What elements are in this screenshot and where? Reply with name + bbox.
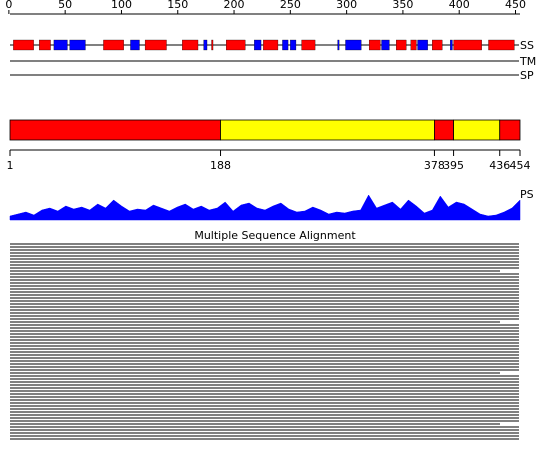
ss-segment: [301, 39, 316, 51]
ss-segment: [182, 39, 199, 51]
ss-segment: [13, 39, 34, 51]
scale-tick-label: 100: [111, 0, 132, 11]
ss-segment: [130, 39, 140, 51]
domain-boundary-label: 395: [443, 159, 464, 172]
domain: [220, 119, 435, 141]
domain-boundary-label: 1: [7, 159, 14, 172]
ss-segment: [290, 39, 297, 51]
ss-segment: [396, 39, 407, 51]
ps-label: PS: [520, 188, 534, 201]
ss-segment: [69, 39, 86, 51]
domain-boundary-label: 378: [424, 159, 445, 172]
msa-title: Multiple Sequence Alignment: [194, 229, 356, 242]
scale-tick-label: 200: [224, 0, 245, 11]
scale-tick-label: 250: [280, 0, 301, 11]
scale-tick-label: 50: [58, 0, 72, 11]
domain-boundary-label: 188: [210, 159, 231, 172]
domain: [9, 119, 221, 141]
scale-tick-label: 300: [336, 0, 357, 11]
ss-segment: [453, 39, 482, 51]
ss-segment: [53, 39, 68, 51]
domain-boundary-label: 454: [510, 159, 531, 172]
scale-tick-label: 400: [449, 0, 470, 11]
tm-label: TM: [519, 55, 536, 68]
ss-segment: [282, 39, 289, 51]
ss-segment: [103, 39, 124, 51]
domain: [499, 119, 521, 141]
ss-segment: [254, 39, 262, 51]
ss-segment: [39, 39, 51, 51]
ss-segment: [226, 39, 246, 51]
domain: [434, 119, 454, 141]
ss-segment: [144, 39, 167, 51]
scale-tick-label: 0: [5, 0, 12, 11]
ss-segment: [345, 39, 362, 51]
ss-label: SS: [520, 39, 534, 52]
domain-boundary-label: 436: [489, 159, 510, 172]
ss-segment: [211, 39, 214, 51]
ss-segment: [337, 39, 340, 51]
ss-segment: [417, 39, 428, 51]
ss-segment: [450, 39, 453, 51]
sp-label: SP: [520, 69, 534, 82]
ss-segment: [488, 39, 515, 51]
domain: [453, 119, 501, 141]
ss-segment: [368, 39, 381, 51]
ss-segment: [432, 39, 443, 51]
scale-tick-label: 350: [392, 0, 413, 11]
scale-tick-label: 150: [167, 0, 188, 11]
ss-segment: [381, 39, 390, 51]
ss-segment: [263, 39, 279, 51]
ss-segment: [410, 39, 417, 51]
ss-segment: [203, 39, 208, 51]
ps-profile: [9, 194, 521, 221]
scale-tick-label: 450: [505, 0, 526, 11]
